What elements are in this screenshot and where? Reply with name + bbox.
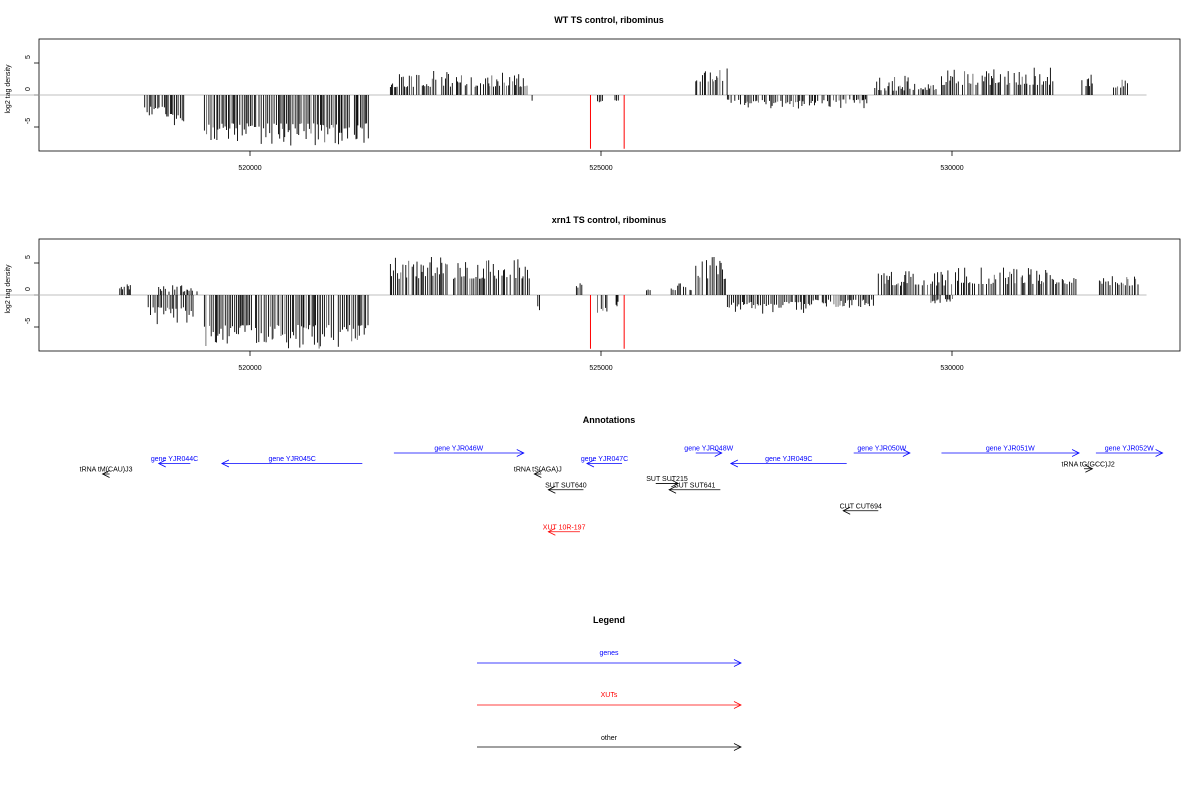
y-axis-label: log2 tag density [5,264,12,314]
annotation-label: gene YJR046W [434,446,483,453]
x-tick-label: 530000 [940,365,963,372]
annotation-label: gene YJR051W [986,446,1035,453]
y-tick-label: 0 [25,87,32,91]
annotation-arrowhead [586,459,595,468]
x-tick-label: 525000 [589,365,612,372]
density-bars [0,67,1147,149]
panel-title: xrn1 TS control, ribominus [552,215,667,225]
annotation-arrowhead [902,449,911,457]
annotation-arrowhead [671,479,680,488]
annotations-title: Annotations [583,415,636,425]
annotation-label: gene YJR050W [857,446,906,453]
y-tick-label: 5 [25,255,32,259]
annotation-arrowhead [157,459,166,468]
annotation-features: gene YJR044C gene YJR045C gene YJR046W gene… [80,446,1164,536]
annotation-arrowhead [1071,449,1080,457]
legend-label-other: other [601,735,618,742]
annotation-label: gene YJR044C [151,456,198,463]
y-tick-label: 0 [25,287,32,291]
x-tick-label: 530000 [940,165,963,172]
legend-arrowhead-other [733,743,742,751]
annotation-arrowhead [516,449,525,457]
annotation-arrowhead [714,449,723,457]
y-tick-label: 5 [25,55,32,59]
annotation-label: gene YJR048W [684,446,733,453]
annotation-label: gene YJR052W [1105,446,1154,453]
panel-title: WT TS control, ribominus [554,15,664,25]
annotation-arrowhead [221,459,230,468]
wt-track-panel: WT TS control, ribominus log2 tag densit… [0,15,1181,172]
annotation-label: SUT SUT640 [545,482,587,489]
xrn1-track-panel: xrn1 TS control, ribominus log2 tag dens… [0,215,1181,372]
annotation-arrowhead [533,470,542,478]
annotation-label: SUT SUT641 [674,482,716,489]
legend-arrowhead-xuts [733,701,742,709]
legend-title: Legend [593,615,625,625]
annotation-arrowhead [1155,449,1164,457]
annotation-label: tRNA tM(CAU)J3 [80,467,133,474]
y-tick-label: -5 [25,118,32,124]
density-bars [0,257,1147,349]
x-tick-label: 525000 [589,165,612,172]
annotation-label: tRNA tS(AGA)J [514,467,562,474]
annotation-label: gene YJR047C [581,456,628,463]
annotation-arrowhead [842,506,851,515]
annotations-panel: Annotations gene YJR044C gene YJR045Cgene… [80,415,1164,536]
annotation-label: gene YJR049C [765,456,812,463]
annotation-arrowhead [668,485,677,494]
x-tick-label: 520000 [238,365,261,372]
x-tick-label: 520000 [238,165,261,172]
annotation-arrowhead [547,527,556,536]
legend-label-genes: genes [599,650,619,657]
annotation-label: gene YJR045C [268,456,315,463]
annotation-arrowhead [547,485,556,494]
legend-label-xuts: XUTs [601,692,618,699]
y-tick-label: -5 [25,318,32,324]
legend-panel: Legend genes XUTs other [477,615,742,751]
legend-arrowhead-genes [733,659,742,667]
annotation-label: tRNA tG(GCC)J2 [1062,461,1115,468]
y-axis-label: log2 tag density [5,64,12,114]
annotation-label: XUT 10R-197 [543,524,586,531]
annotation-label: SUT SUT215 [646,476,688,483]
annotation-arrowhead [1085,464,1094,473]
axis-ticks [34,262,953,356]
annotation-arrowhead [729,459,739,468]
annotation-arrowhead [101,470,110,478]
annotation-label: CUT CUT694 [840,503,882,510]
